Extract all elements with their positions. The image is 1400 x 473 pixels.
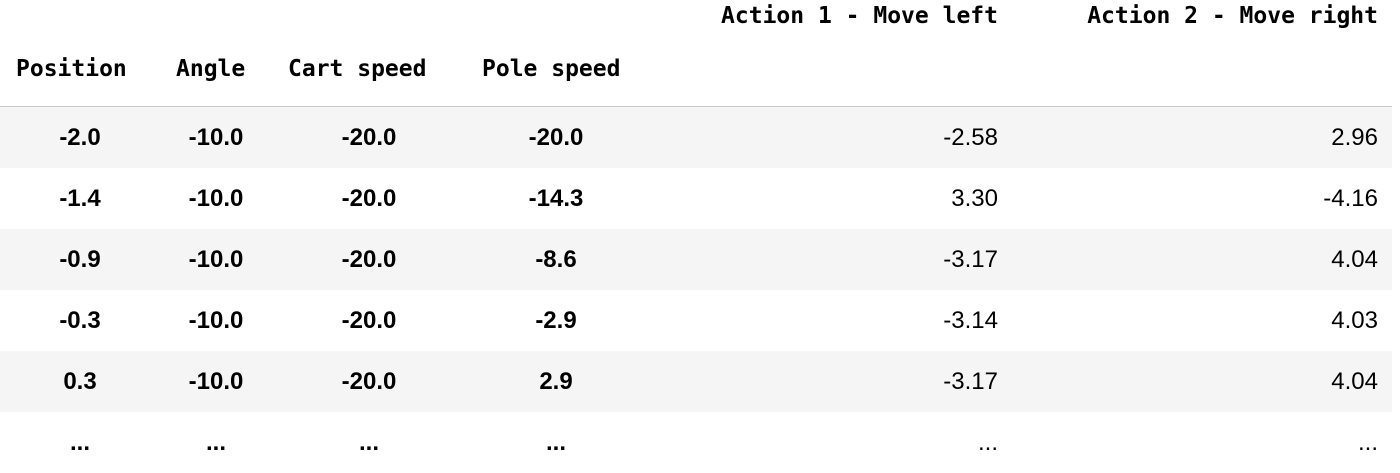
- index-cell-position: 0.3: [0, 351, 160, 412]
- ellipsis-cell: ...: [0, 412, 160, 473]
- column-header-action-2: Action 2 - Move right: [1087, 3, 1378, 29]
- value-cell-action-1: -3.14: [646, 290, 1012, 351]
- value-cell-action-2: 2.96: [1012, 106, 1392, 168]
- table-row: -2.0 -10.0 -20.0 -20.0 -2.58 2.96: [0, 106, 1392, 168]
- index-header-angle: Angle: [160, 32, 272, 107]
- value-cell-action-1: -3.17: [646, 229, 1012, 290]
- index-cell-angle: -10.0: [160, 106, 272, 168]
- index-cell-cart-speed: -20.0: [272, 229, 466, 290]
- index-header-position: Position: [0, 32, 160, 107]
- table-row: 0.3 -10.0 -20.0 2.9 -3.17 4.04: [0, 351, 1392, 412]
- index-header-pole-speed: Pole speed: [466, 32, 646, 107]
- ellipsis-cell: ...: [1012, 412, 1392, 473]
- table-row: -1.4 -10.0 -20.0 -14.3 3.30 -4.16: [0, 168, 1392, 229]
- header-blank: [1012, 32, 1392, 107]
- index-cell-angle: -10.0: [160, 290, 272, 351]
- table-row: -0.9 -10.0 -20.0 -8.6 -3.17 4.04: [0, 229, 1392, 290]
- index-cell-pole-speed: -8.6: [466, 229, 646, 290]
- value-cell-action-2: -4.16: [1012, 168, 1392, 229]
- header-blank: [160, 0, 272, 32]
- value-cell-action-1: -2.58: [646, 106, 1012, 168]
- index-cell-pole-speed: 2.9: [466, 351, 646, 412]
- index-cell-cart-speed: -20.0: [272, 290, 466, 351]
- header-blank: [272, 0, 466, 32]
- index-cell-angle: -10.0: [160, 351, 272, 412]
- header-blank: [0, 0, 160, 32]
- index-cell-position: -2.0: [0, 106, 160, 168]
- ellipsis-cell: ...: [646, 412, 1012, 473]
- index-cell-angle: -10.0: [160, 229, 272, 290]
- index-cell-pole-speed: -14.3: [466, 168, 646, 229]
- ellipsis-cell: ...: [160, 412, 272, 473]
- value-cell-action-2: 4.04: [1012, 351, 1392, 412]
- index-cell-pole-speed: -2.9: [466, 290, 646, 351]
- header-blank: [466, 0, 646, 32]
- header-blank: [646, 32, 1012, 107]
- column-header-action-1: Action 1 - Move left: [721, 3, 998, 29]
- index-cell-position: -0.9: [0, 229, 160, 290]
- index-cell-cart-speed: -20.0: [272, 106, 466, 168]
- table-row: -0.3 -10.0 -20.0 -2.9 -3.14 4.03: [0, 290, 1392, 351]
- value-cell-action-1: -3.17: [646, 351, 1012, 412]
- index-header-cart-speed: Cart speed: [272, 32, 466, 107]
- header-row-index: Position Angle Cart speed Pole speed: [0, 32, 1392, 107]
- index-cell-position: -1.4: [0, 168, 160, 229]
- index-cell-position: -0.3: [0, 290, 160, 351]
- index-cell-cart-speed: -20.0: [272, 351, 466, 412]
- value-cell-action-2: 4.04: [1012, 229, 1392, 290]
- index-cell-pole-speed: -20.0: [466, 106, 646, 168]
- header-row-actions: Action 1 - Move left Action 2 - Move rig…: [0, 0, 1392, 32]
- value-cell-action-2: 4.03: [1012, 290, 1392, 351]
- index-cell-angle: -10.0: [160, 168, 272, 229]
- index-cell-cart-speed: -20.0: [272, 168, 466, 229]
- value-cell-action-1: 3.30: [646, 168, 1012, 229]
- ellipsis-cell: ...: [466, 412, 646, 473]
- ellipsis-cell: ...: [272, 412, 466, 473]
- ellipsis-row: ... ... ... ... ... ...: [0, 412, 1392, 473]
